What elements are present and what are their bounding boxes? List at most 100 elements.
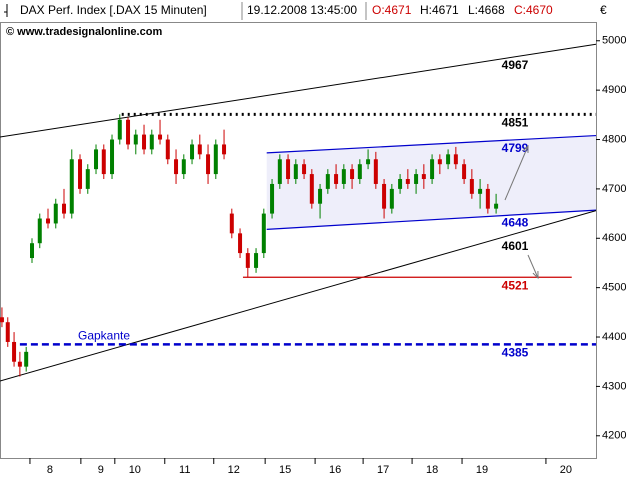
trendline — [0, 43, 597, 138]
candle-body — [254, 253, 259, 268]
candle-body — [101, 149, 106, 175]
candle-body — [286, 159, 291, 180]
x-tick-label: 17 — [377, 464, 389, 476]
close: C:4670 — [514, 3, 553, 17]
x-tick-label: 8 — [47, 464, 53, 476]
candle-body — [238, 233, 243, 254]
candle-body — [398, 179, 403, 189]
candle-body — [229, 213, 234, 234]
candle-body — [373, 159, 378, 184]
candle-body — [12, 341, 17, 362]
candle-body — [53, 203, 58, 224]
candle-body — [85, 169, 90, 189]
candle-body — [261, 213, 266, 254]
y-tick-label: 4400 — [602, 331, 626, 343]
level-label: 4648 — [502, 216, 529, 230]
candle-body — [110, 139, 115, 175]
candle-body — [24, 351, 29, 367]
level-label: 4967 — [502, 58, 529, 72]
level-label: 4385 — [502, 346, 529, 360]
level-label: 4521 — [502, 278, 529, 292]
candle-body — [446, 154, 451, 165]
candle-body — [277, 159, 282, 184]
candle-body — [414, 174, 419, 184]
level-label: 4601 — [502, 239, 529, 253]
open: O:4671 — [372, 3, 412, 17]
y-tick-label: 4500 — [602, 282, 626, 294]
candle-body — [197, 144, 202, 155]
candle-body — [478, 188, 483, 194]
candle-body — [46, 218, 51, 224]
candle-body — [453, 154, 458, 165]
y-tick-label: 4900 — [602, 84, 626, 96]
x-tick-label: 11 — [179, 464, 190, 476]
level-label: 4851 — [502, 116, 529, 130]
candle-body — [469, 179, 474, 194]
x-tick-label: 16 — [329, 464, 341, 476]
candle-body — [350, 169, 355, 180]
candle-body — [302, 164, 307, 175]
candle-body — [293, 164, 298, 180]
instrument: DAX Perf. Index [.DAX 15 Minuten] — [20, 3, 207, 17]
candle-body — [270, 183, 275, 214]
arrow — [527, 254, 539, 279]
candle-body — [158, 134, 163, 140]
candle-body — [17, 361, 22, 367]
plot-frame — [0, 22, 597, 459]
candle-body — [94, 149, 99, 170]
candle-body — [69, 159, 74, 214]
channel-line — [266, 134, 597, 154]
candle-body — [382, 183, 387, 209]
candle-body — [206, 154, 211, 175]
candle-body — [190, 144, 195, 160]
candle-body — [78, 159, 83, 189]
arrow — [504, 145, 529, 201]
candle-body — [341, 169, 346, 184]
y-tick-label: 4800 — [602, 133, 626, 145]
x-tick-label: 18 — [426, 464, 438, 476]
candle-body — [62, 203, 67, 214]
x-tick-label: 9 — [98, 464, 104, 476]
watermark: © www.tradesignalonline.com — [6, 26, 162, 38]
x-tick-label: 10 — [129, 464, 141, 476]
candle-body — [334, 174, 339, 184]
y-tick-label: 4700 — [602, 183, 626, 195]
x-tick-label: 19 — [476, 464, 488, 476]
candle-body — [213, 144, 218, 175]
candle-body — [405, 179, 410, 184]
candle-body — [318, 188, 323, 204]
y-tick-label: 4300 — [602, 380, 626, 392]
y-tick-label: 4200 — [602, 430, 626, 442]
arrow-head — [532, 270, 539, 280]
candle-body — [37, 218, 42, 244]
channel-fill — [266, 135, 596, 230]
x-tick-label: 15 — [279, 464, 291, 476]
candle-body — [117, 119, 122, 140]
y-tick-label: 5000 — [602, 35, 626, 47]
arrow-head — [522, 144, 529, 154]
candle-body — [165, 139, 170, 160]
trendline — [0, 210, 597, 382]
low: L:4668 — [468, 3, 505, 17]
candle-body — [174, 159, 179, 175]
level-label: 4799 — [502, 141, 529, 155]
gap-label: Gapkante — [78, 329, 130, 343]
candle-body — [126, 119, 131, 145]
candle-body — [133, 134, 138, 145]
candle-body — [142, 134, 147, 150]
candle-body — [421, 174, 426, 180]
candle-body — [309, 174, 314, 204]
channel-line — [266, 209, 597, 230]
x-tick-label: 12 — [228, 464, 240, 476]
candle-body — [149, 134, 154, 150]
candle-body — [30, 243, 35, 259]
candle-body — [5, 322, 10, 342]
candle-body — [325, 174, 330, 189]
candle-body — [462, 164, 467, 180]
high: H:4671 — [420, 3, 459, 17]
candle-body — [222, 144, 227, 155]
y-tick-label: 4600 — [602, 232, 626, 244]
datetime: 19.12.2008 13:45:00 — [247, 3, 357, 17]
candle-body — [389, 188, 394, 209]
